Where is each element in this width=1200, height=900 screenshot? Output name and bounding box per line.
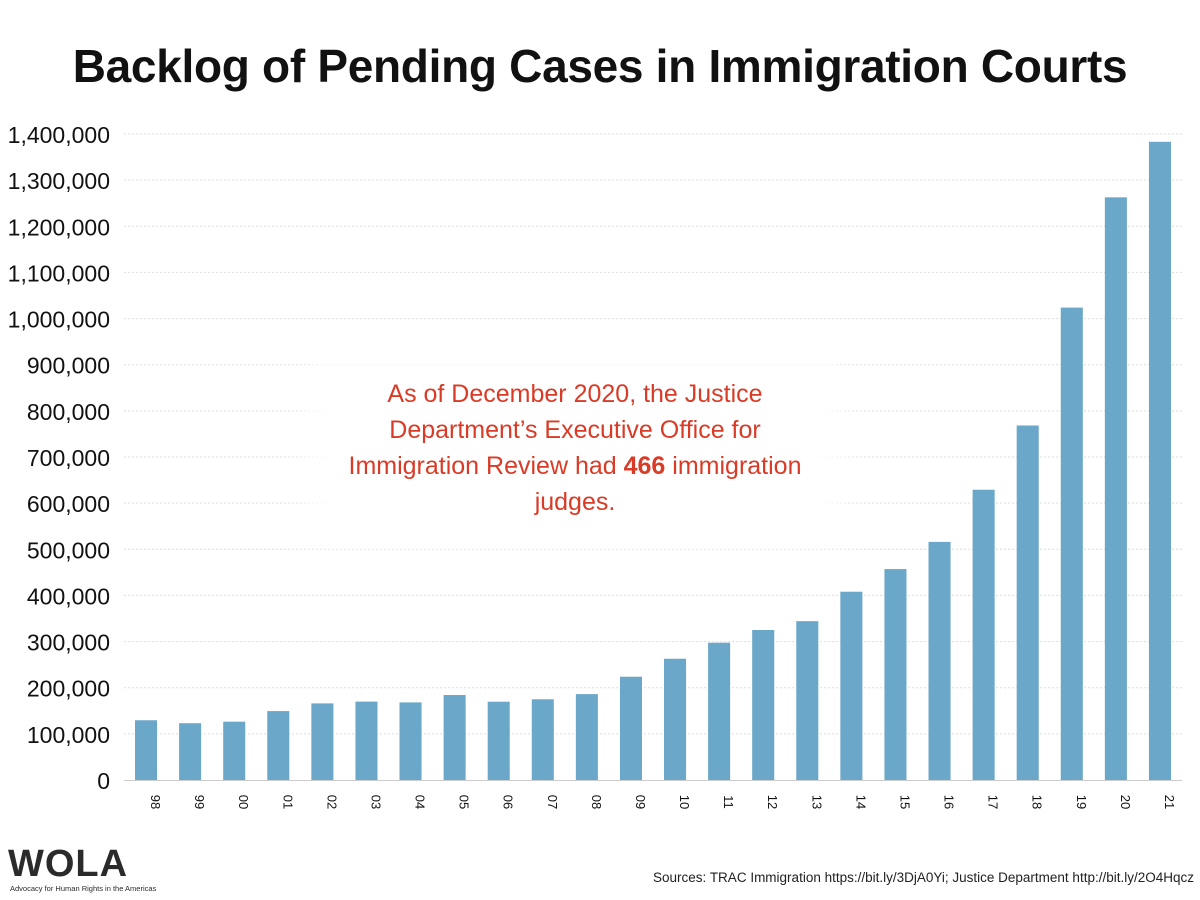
x-tick-label: 07 [545,795,560,809]
bar [1104,197,1127,780]
x-tick-label: 12 [765,795,780,809]
bar [531,699,554,780]
y-tick-label: 400,000 [27,583,110,609]
bar [355,701,378,780]
wola-logo-word: WOLA [8,843,129,885]
x-tick-label: 06 [501,795,516,809]
x-tick-label: 14 [853,795,868,809]
bar [972,489,995,780]
judges-annotation: As of December 2020, the Justice Departm… [330,376,820,520]
x-tick-label: 10 [677,795,692,809]
y-tick-label: 100,000 [27,722,110,748]
bar [179,723,202,780]
bar [487,701,510,780]
chart-title: Backlog of Pending Cases in Immigration … [72,40,1128,92]
y-tick-label: 600,000 [27,491,110,517]
bar [223,721,246,780]
bar [840,591,863,780]
annotation-text-end: immigration judges. [534,452,802,516]
x-tick-label: 16 [942,795,957,809]
x-tick-label: 17 [986,795,1001,809]
y-tick-label: 1,200,000 [8,214,110,240]
y-tick-label: 1,100,000 [8,260,110,286]
y-tick-label: 1,300,000 [8,168,110,194]
y-tick-label: 0 [97,768,110,794]
x-tick-label: 04 [413,795,428,809]
x-tick-label: 05 [457,795,472,809]
x-tick-label: 02 [324,795,339,809]
annotation-text-start: As of December 2020, the Justice Departm… [348,380,763,480]
y-tick-label: 800,000 [27,399,110,425]
bar [928,541,951,780]
x-tick-label: 21 [1162,795,1177,809]
x-tick-label: 09 [633,795,648,809]
bar [796,621,819,780]
x-tick-label: 03 [368,795,383,809]
x-tick-label: 00 [236,795,251,809]
bar [311,703,334,780]
bar [884,569,907,780]
bar [1060,307,1083,780]
bar [1016,425,1039,780]
x-tick-label: 19 [1074,795,1089,809]
x-tick-label: 15 [897,795,912,809]
x-tick-label: 01 [280,795,295,809]
bar [399,702,422,780]
y-tick-label: 300,000 [27,630,110,656]
x-tick-label: 18 [1030,795,1045,809]
y-tick-label: 1,400,000 [8,122,110,148]
y-tick-label: 500,000 [27,537,110,563]
x-tick-label: 08 [589,795,604,809]
x-tick-label: 99 [192,795,207,809]
wola-logo: WOLA Advocacy for Human Rights in the Am… [8,843,168,896]
bar [575,694,598,780]
wola-logo-tagline: Advocacy for Human Rights in the America… [10,884,157,893]
bar [664,658,687,780]
x-tick-label: 11 [721,795,736,809]
bar [752,630,775,780]
source-note: Sources: TRAC Immigration https://bit.ly… [653,870,1194,885]
bar [708,642,731,780]
y-tick-label: 900,000 [27,353,110,379]
bar [267,711,290,780]
y-tick-label: 1,000,000 [8,307,110,333]
bar [443,695,466,780]
judges-count: 466 [623,452,666,480]
y-tick-label: 700,000 [27,445,110,471]
bar [135,720,158,780]
x-tick-label: 98 [148,795,163,809]
x-tick-label: 20 [1118,795,1133,809]
bar [1148,141,1171,780]
y-tick-label: 200,000 [27,676,110,702]
x-tick-label: 13 [809,795,824,809]
bar [619,676,642,780]
